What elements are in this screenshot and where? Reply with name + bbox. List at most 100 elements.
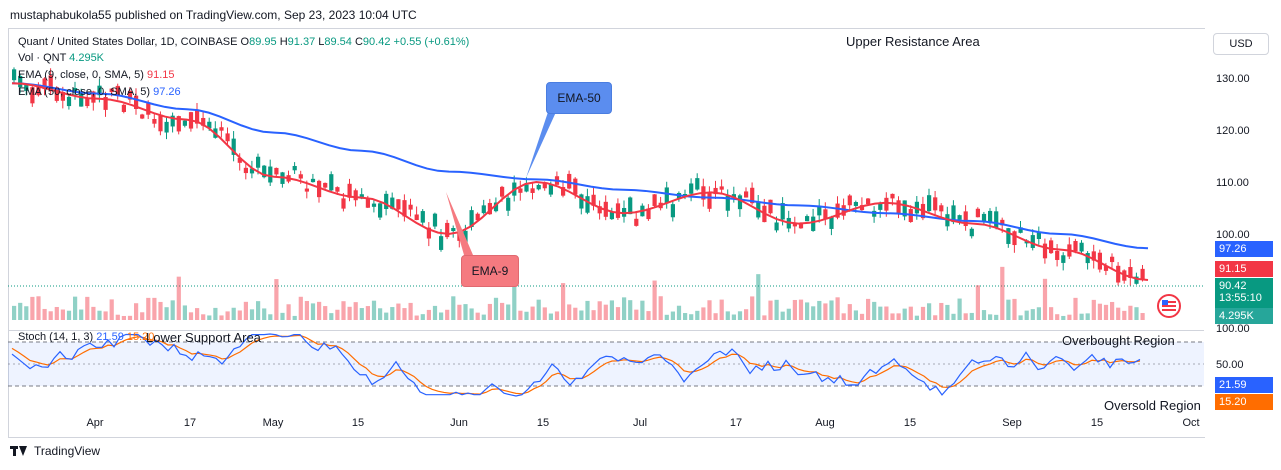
tradingview-logo-icon — [10, 444, 28, 458]
candle-body — [36, 84, 41, 96]
volume-bar — [829, 300, 834, 320]
candle-body — [1079, 242, 1084, 252]
candle-body — [725, 195, 730, 211]
volume-bar — [579, 310, 584, 320]
volume-bar — [542, 307, 547, 320]
candle-body — [884, 197, 889, 211]
candle-body — [268, 166, 273, 183]
candle-body — [445, 222, 450, 238]
candle-body — [347, 183, 352, 198]
candle-body — [628, 197, 633, 215]
volume-bar — [1085, 313, 1090, 320]
candle-body — [914, 201, 919, 214]
candle-body — [811, 216, 816, 231]
volume-bar — [402, 308, 407, 320]
volume-bar — [91, 306, 96, 320]
candle-body — [127, 90, 133, 100]
flag-icon[interactable] — [1157, 294, 1181, 318]
volume-bar — [115, 314, 120, 320]
volume-bar — [268, 314, 273, 320]
open-value: 89.95 — [249, 36, 277, 48]
volume-bar — [823, 303, 828, 320]
volume-bar — [518, 310, 523, 320]
candle-body — [1042, 243, 1048, 259]
candle-body — [426, 227, 431, 239]
close-value: 90.42 — [362, 36, 391, 48]
ema50-price-tag: 97.26 — [1215, 241, 1273, 257]
volume-bar — [744, 309, 749, 320]
candle-body — [182, 120, 187, 126]
candle-body — [542, 182, 547, 189]
candle-body — [262, 165, 267, 178]
stoch-k-line — [11, 333, 1141, 397]
lower-support-label: Lower Support Area — [146, 330, 261, 345]
volume-bar — [310, 303, 316, 320]
candle-body — [689, 183, 694, 194]
volume-bar — [719, 299, 724, 320]
candle-body — [310, 178, 316, 183]
volume-bar — [359, 308, 364, 320]
volume-bar — [445, 309, 450, 320]
volume-bar — [1116, 307, 1121, 320]
volume-bar — [60, 309, 65, 320]
footer-brand[interactable]: TradingView — [10, 444, 100, 458]
volume-bar — [847, 304, 852, 320]
volume-bar — [1134, 307, 1139, 320]
stoch-tick-label: 100.00 — [1216, 323, 1250, 335]
ema9-price-tag: 91.15 — [1215, 261, 1273, 277]
volume-bar — [414, 315, 419, 320]
volume-bar — [908, 306, 913, 320]
candle-body — [371, 203, 377, 207]
upper-resistance-label: Upper Resistance Area — [846, 34, 980, 49]
volume-bar — [420, 314, 425, 320]
stoch-tick-label: 50.00 — [1216, 359, 1244, 371]
legend-stoch-row: Stoch (14, 1, 3) 21.59 15.20 — [18, 331, 155, 343]
volume-bar — [304, 300, 309, 320]
volume-bar — [573, 307, 578, 320]
candle-body — [957, 215, 962, 220]
candle-body — [469, 210, 474, 228]
candle-body — [121, 104, 126, 112]
candle-body — [1110, 256, 1115, 263]
volume-bar — [463, 304, 468, 320]
candle-body — [237, 157, 242, 163]
volume-bar — [469, 308, 474, 320]
candle-body — [609, 212, 614, 220]
volume-bar — [725, 311, 730, 320]
candle-body — [969, 228, 974, 237]
volume-tag: 4.295K — [1215, 308, 1273, 324]
volume-bar — [347, 306, 352, 320]
volume-bar — [439, 312, 444, 320]
candle-body — [451, 228, 456, 232]
time-tick-label: Aug — [815, 417, 835, 429]
candle-body — [243, 167, 248, 174]
volume-bar — [231, 307, 236, 320]
candle-body — [585, 196, 590, 213]
candle-body — [414, 214, 419, 221]
volume-bar — [1012, 298, 1017, 320]
candle-body — [146, 103, 151, 115]
candle-body — [420, 211, 425, 223]
volume-bar — [585, 300, 590, 320]
legend-symbol-row: Quant / United States Dollar, 1D, COINBA… — [18, 36, 470, 48]
candle-body — [176, 116, 181, 132]
candle-body — [847, 195, 852, 206]
candle-body — [359, 194, 364, 199]
volume-bar — [878, 306, 883, 320]
volume-bar — [280, 312, 285, 320]
volume-bar — [1030, 309, 1035, 320]
legend-ema9-row: EMA (9, close, 0, SMA, 5) 91.15 — [18, 69, 175, 81]
candle-body — [798, 223, 804, 229]
candle-body — [249, 168, 255, 174]
price-tick-label: 100.00 — [1216, 229, 1250, 241]
candle-body — [231, 138, 236, 155]
candle-body — [390, 197, 395, 209]
volume-bar — [487, 303, 492, 320]
volume-bar — [628, 300, 633, 320]
candle-body — [506, 197, 511, 211]
currency-selector[interactable]: USD — [1213, 33, 1269, 55]
candle-body — [835, 203, 840, 218]
price-tick-label: 110.00 — [1216, 177, 1249, 189]
candle-body — [579, 194, 584, 209]
